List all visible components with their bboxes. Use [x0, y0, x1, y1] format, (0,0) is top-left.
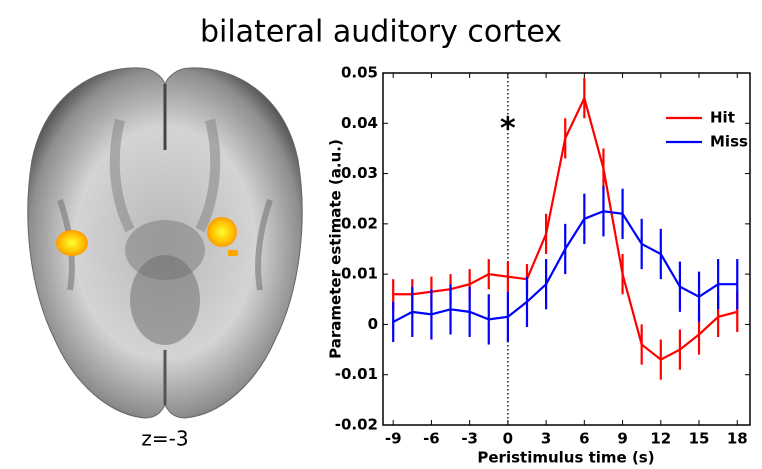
- image-caption: z=-3: [141, 427, 188, 451]
- annotation: *: [500, 112, 516, 147]
- x-tick-label: 0: [503, 430, 513, 448]
- y-tick-label: 0.03: [341, 164, 378, 182]
- y-tick-label: 0.04: [341, 114, 378, 132]
- x-tick-label: 6: [579, 430, 589, 448]
- x-axis-label: Peristimulus time (s): [477, 449, 654, 467]
- y-tick-label: -0.01: [335, 365, 378, 383]
- x-tick-label: 3: [541, 430, 551, 448]
- title: bilateral auditory cortex: [200, 15, 562, 50]
- x-tick-label: 12: [650, 430, 671, 448]
- y-tick-label: -0.02: [335, 416, 378, 434]
- x-tick-label: 18: [727, 430, 748, 448]
- figure: bilateral auditory cortex z=-3 Peristimu…: [0, 0, 762, 469]
- brain-image: [28, 68, 302, 418]
- x-tick-label: -9: [385, 430, 402, 448]
- legend-label: Miss: [710, 133, 748, 151]
- x-tick-label: 9: [617, 430, 627, 448]
- x-tick-label: -3: [461, 430, 478, 448]
- x-tick-label: -6: [423, 430, 440, 448]
- y-tick-label: 0: [368, 315, 378, 333]
- y-tick-label: 0.02: [341, 214, 378, 232]
- x-tick-label: 15: [689, 430, 710, 448]
- legend-label: Hit: [710, 109, 735, 127]
- y-tick-label: 0.05: [341, 64, 378, 82]
- y-tick-label: 0.01: [341, 265, 378, 283]
